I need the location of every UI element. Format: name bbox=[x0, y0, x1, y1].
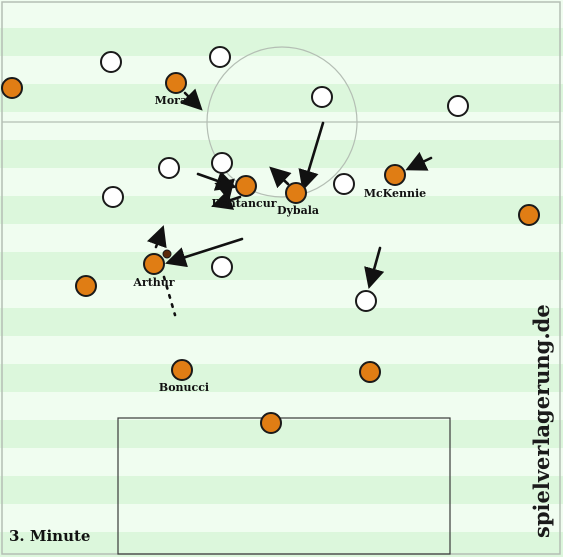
pitch-stripe bbox=[0, 84, 563, 112]
player-name-label: Arthur bbox=[132, 276, 174, 289]
pitch-stripe bbox=[0, 308, 563, 336]
pitch-stripe bbox=[0, 0, 563, 28]
home-player-marker bbox=[359, 361, 381, 383]
home-player-morata: Morata bbox=[155, 72, 200, 107]
arrow-dotted-run bbox=[162, 275, 177, 317]
home-player-marker bbox=[75, 275, 97, 297]
pitch-stripe bbox=[0, 364, 563, 392]
home-player-mckennie: McKennie bbox=[364, 164, 426, 200]
pitch-stripe bbox=[0, 56, 563, 84]
away-player-marker bbox=[447, 95, 469, 117]
away-player-marker bbox=[211, 256, 233, 278]
home-player-bentancur: Bentancur bbox=[212, 175, 277, 210]
away-player bbox=[211, 152, 233, 174]
arrow-arthur bbox=[147, 225, 167, 249]
pitch-stripe bbox=[0, 448, 563, 476]
pitch-stripe bbox=[0, 140, 563, 168]
arrow-dybala-drop bbox=[269, 166, 292, 189]
pitch-stripe bbox=[0, 28, 563, 56]
away-player bbox=[209, 46, 231, 68]
away-player bbox=[447, 95, 469, 117]
player-name-label: Bentancur bbox=[212, 197, 277, 210]
away-player-marker bbox=[158, 157, 180, 179]
player-name-label: McKennie bbox=[364, 187, 426, 200]
arrow-pass-to-arthur bbox=[165, 237, 244, 268]
arrow-morata bbox=[180, 88, 203, 111]
home-player-marker bbox=[171, 359, 193, 381]
pitch-stripe bbox=[0, 476, 563, 504]
arrow-mckennie bbox=[405, 151, 433, 171]
minute-label: 3. Minute bbox=[9, 527, 90, 545]
home-player-marker bbox=[143, 253, 165, 275]
home-player bbox=[75, 275, 97, 297]
home-player-dybala: Dybala bbox=[277, 182, 319, 217]
player-name-label: Morata bbox=[155, 94, 200, 107]
home-player bbox=[1, 77, 23, 99]
home-player-marker bbox=[260, 412, 282, 434]
home-player bbox=[260, 412, 282, 434]
pitch-stripe bbox=[0, 112, 563, 140]
away-player-marker bbox=[355, 290, 377, 312]
away-player bbox=[102, 186, 124, 208]
home-player bbox=[359, 361, 381, 383]
home-player-marker bbox=[235, 175, 257, 197]
away-player bbox=[311, 86, 333, 108]
pitch-stripe bbox=[0, 504, 563, 532]
arrow-dybala-run bbox=[298, 121, 325, 191]
away-player-marker bbox=[209, 46, 231, 68]
home-player-arthur: Arthur bbox=[132, 253, 175, 289]
pitch-stripe bbox=[0, 336, 563, 364]
away-player-marker bbox=[102, 186, 124, 208]
center-circle bbox=[206, 46, 358, 198]
home-player-marker bbox=[518, 204, 540, 226]
away-player bbox=[333, 173, 355, 195]
arrow-press bbox=[364, 246, 385, 290]
pitch-stripe bbox=[0, 252, 563, 280]
home-player bbox=[518, 204, 540, 226]
home-player-marker bbox=[165, 72, 187, 94]
pitch-stripe bbox=[0, 196, 563, 224]
pitch-stripe bbox=[0, 392, 563, 420]
pitch-stripe bbox=[0, 532, 563, 557]
away-player bbox=[355, 290, 377, 312]
pitch-stripe bbox=[0, 168, 563, 196]
player-name-label: Bonucci bbox=[159, 381, 209, 394]
away-player-marker bbox=[100, 51, 122, 73]
pitch-stripe bbox=[0, 224, 563, 252]
watermark: spielverlagerung.de bbox=[529, 304, 554, 538]
away-player-marker bbox=[333, 173, 355, 195]
arrow-bentancur-3 bbox=[211, 190, 242, 210]
home-player-marker bbox=[384, 164, 406, 186]
home-player-marker bbox=[285, 182, 307, 204]
away-player bbox=[100, 51, 122, 73]
penalty-box bbox=[117, 417, 451, 555]
player-name-label: Dybala bbox=[277, 204, 319, 217]
away-player bbox=[211, 256, 233, 278]
away-player-marker bbox=[211, 152, 233, 174]
movement-arrows bbox=[147, 88, 433, 317]
ball bbox=[162, 249, 172, 259]
home-player-bonucci: Bonucci bbox=[159, 359, 209, 394]
away-player bbox=[158, 157, 180, 179]
away-player-marker bbox=[311, 86, 333, 108]
home-player-marker bbox=[1, 77, 23, 99]
